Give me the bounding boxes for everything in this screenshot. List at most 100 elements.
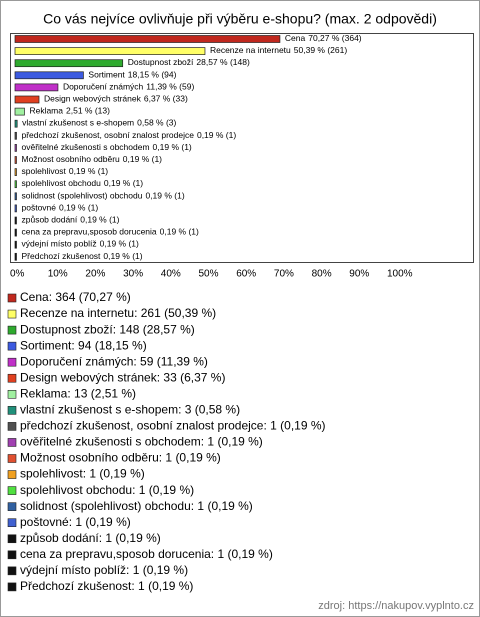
bar-label: poštovné 0,19 % (1) [22, 203, 99, 213]
value-label: 28,57 % (148) [196, 57, 250, 67]
legend-label: spolehlivost: 1 (0,19 %) [20, 467, 145, 481]
value-label: 0,19 % (1) [69, 166, 108, 176]
category-label: solidnost (spolehlivost) obchodu [22, 191, 143, 201]
bar [14, 47, 206, 55]
legend-swatch [7, 582, 17, 592]
value-label: 0,19 % (1) [100, 239, 139, 249]
bar-label: Dostupnost zboží 28,57 % (148) [128, 57, 250, 67]
legend-swatch [7, 341, 17, 351]
legend-label: Dostupnost zboží: 148 (28,57 %) [20, 322, 195, 336]
category-label: Recenze na internetu [210, 45, 291, 55]
value-label: 0,19 % (1) [59, 203, 98, 213]
bar-label: Reklama 2,51 % (13) [29, 106, 110, 116]
value-label: 50,39 % (261) [294, 45, 348, 55]
legend-label: Reklama: 13 (2,51 %) [20, 386, 136, 400]
legend-swatch [7, 550, 17, 560]
value-label: 0,19 % (1) [197, 130, 236, 140]
bar-label: cena za prepravu,sposob dorucenia 0,19 % … [22, 227, 200, 237]
bar [14, 216, 17, 225]
legend-label: ověřitelné zkušenosti s obchodem: 1 (0,1… [20, 435, 263, 449]
value-label: 0,19 % (1) [103, 251, 142, 261]
bar-label: vlastní zkušenost s e-shopem 0,58 % (3) [22, 118, 176, 128]
value-label: 0,19 % (1) [104, 178, 143, 188]
legend-label: Cena: 364 (70,27 %) [20, 290, 131, 304]
value-label: 6,37 % (33) [144, 94, 188, 104]
bar-label: výdejní místo poblíž 0,19 % (1) [22, 239, 140, 249]
legend-label: Design webových stránek: 33 (6,37 %) [20, 370, 225, 384]
bar-label: Sortiment 18,15 % (94) [88, 70, 176, 80]
category-label: předchozí zkušenost, osobní znalost prod… [22, 130, 195, 140]
bar-label: Předchozí zkušenost 0,19 % (1) [22, 251, 143, 261]
legend-swatch [7, 309, 17, 319]
legend-label: Recenze na internetu: 261 (50,39 %) [20, 306, 216, 320]
legend-label: Sortiment: 94 (18,15 %) [20, 338, 147, 352]
category-label: Design webových stránek [44, 94, 142, 104]
legend-swatch [7, 357, 17, 367]
value-label: 18,15 % (94) [128, 70, 177, 80]
legend-swatch [7, 389, 17, 399]
legend-label: solidnost (spolehlivost) obchodu: 1 (0,1… [20, 499, 253, 513]
bar [14, 168, 17, 176]
bar-label: způsob dodání 0,19 % (1) [22, 215, 120, 225]
category-label: Předchozí zkušenost [22, 251, 102, 261]
x-tick-label: 50% [199, 269, 219, 280]
legend-swatch [7, 518, 17, 528]
bar [14, 131, 17, 140]
bar [14, 156, 17, 164]
x-tick-label: 20% [85, 269, 105, 280]
legend-swatch [7, 406, 17, 415]
bar [14, 144, 17, 152]
x-tick-label: 0% [10, 269, 25, 280]
value-label: 0,19 % (1) [160, 227, 199, 237]
category-label: Dostupnost zboží [128, 57, 194, 67]
bar [14, 35, 281, 43]
bar [14, 119, 18, 128]
category-label: ověřitelné zkušenosti s obchodem [22, 142, 150, 152]
bar [14, 83, 59, 92]
legend-swatch [7, 454, 17, 463]
legend-label: vlastní zkušenost s e-shopem: 3 (0,58 %) [20, 403, 240, 417]
bar [14, 252, 17, 261]
bar-label: spolehlivost obchodu 0,19 % (1) [22, 178, 144, 188]
value-label: 2,51 % (13) [66, 106, 110, 116]
bar [14, 192, 17, 201]
x-tick-label: 70% [274, 269, 294, 280]
value-label: 0,19 % (1) [80, 215, 119, 225]
bar-label: ověřitelné zkušenosti s obchodem 0,19 % (… [22, 142, 192, 152]
bar [14, 228, 17, 237]
bar [14, 95, 40, 104]
legend-label: Možnost osobního odběru: 1 (0,19 %) [20, 451, 221, 465]
x-tick-label: 60% [236, 269, 256, 280]
bar-label: solidnost (spolehlivost) obchodu 0,19 % (… [22, 191, 185, 201]
bar [14, 204, 17, 213]
legend-swatch [7, 373, 17, 383]
legend-label: Předchozí zkušenost: 1 (0,19 %) [20, 579, 193, 593]
bar [14, 71, 84, 80]
legend-label: spolehlivost obchodu: 1 (0,19 %) [20, 483, 194, 497]
category-label: Sortiment [88, 70, 125, 80]
category-label: vlastní zkušenost s e-shopem [22, 118, 134, 128]
bar-label: Doporučení známých 11,39 % (59) [63, 82, 195, 92]
plot-frame [10, 33, 474, 263]
category-label: výdejní místo poblíž [22, 239, 97, 249]
legend-label: cena za prepravu,sposob dorucenia: 1 (0,… [20, 547, 273, 561]
legend-swatch [7, 470, 17, 479]
category-label: spolehlivost obchodu [22, 178, 102, 188]
legend-swatch [7, 486, 17, 495]
category-label: cena za prepravu,sposob dorucenia [22, 227, 157, 237]
value-label: 11,39 % (59) [146, 82, 194, 92]
x-tick-label: 100% [387, 269, 413, 280]
bar-label: předchozí zkušenost, osobní znalost prod… [22, 130, 237, 140]
legend-swatch [7, 566, 17, 576]
chart-title: Co vás nejvíce ovlivňuje při výběru e-sh… [43, 11, 437, 27]
bar [14, 240, 17, 249]
x-tick-label: 90% [349, 269, 369, 280]
legend-label: výdejní místo poblíž: 1 (0,19 %) [20, 563, 188, 577]
bar [14, 107, 25, 116]
legend-swatch [7, 293, 17, 303]
category-label: Doporučení známých [63, 82, 144, 92]
legend-swatch [7, 438, 17, 447]
value-label: 0,19 % (1) [153, 142, 192, 152]
